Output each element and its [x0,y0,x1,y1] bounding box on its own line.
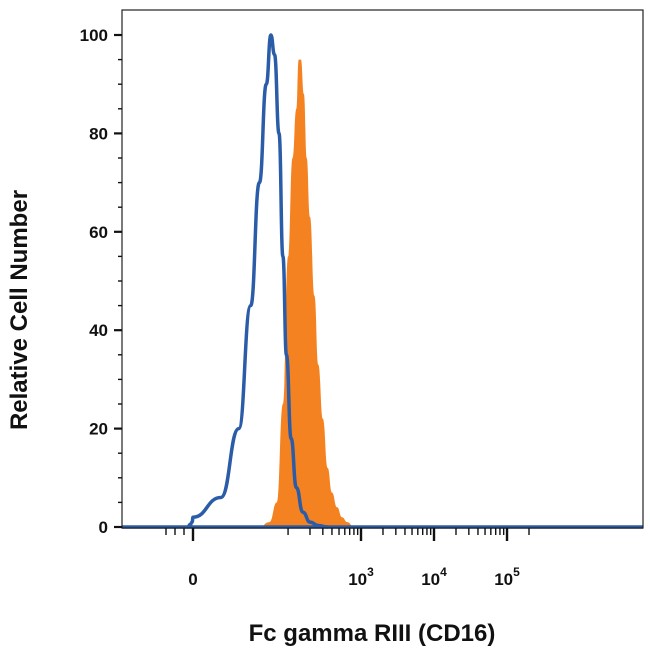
series-1-outline-histogram [186,33,328,529]
series-0-filled-histogram [259,59,354,527]
xtick-label: 105 [494,565,520,589]
ytick-label: 20 [89,420,108,439]
y-axis: 0 20 40 60 80 100 [80,26,122,537]
ytick-label: 40 [89,321,108,340]
ytick-label: 60 [89,223,108,242]
ytick-label: 80 [89,124,108,143]
xtick-label: 104 [421,565,447,589]
xtick-label: 0 [188,570,197,589]
x-axis-title: Fc gamma RIII (CD16) [249,620,496,647]
plot-frame [121,9,644,529]
ytick-label: 100 [80,26,108,45]
x-axis: 0 103 104 105 [165,528,530,589]
ytick-label: 0 [99,518,108,537]
plot-layer [122,33,643,529]
xtick-label: 103 [348,565,374,589]
y-axis-title: Relative Cell Number [6,190,33,430]
